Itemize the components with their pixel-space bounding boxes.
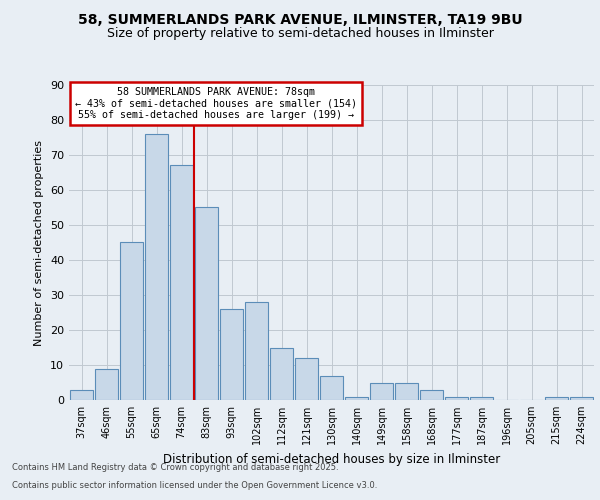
Bar (170, 166, 193, 400)
Bar (195, 208, 218, 400)
Bar (270, 348, 293, 400)
Text: Contains HM Land Registry data © Crown copyright and database right 2025.: Contains HM Land Registry data © Crown c… (12, 464, 338, 472)
Y-axis label: Number of semi-detached properties: Number of semi-detached properties (34, 140, 44, 346)
Bar (120, 242, 143, 400)
Bar (395, 382, 418, 400)
Bar (545, 396, 568, 400)
Bar (445, 396, 468, 400)
Bar (420, 390, 443, 400)
Text: Size of property relative to semi-detached houses in Ilminster: Size of property relative to semi-detach… (107, 28, 493, 40)
Text: Contains public sector information licensed under the Open Government Licence v3: Contains public sector information licen… (12, 481, 377, 490)
Bar (95, 368, 118, 400)
Bar (145, 134, 168, 400)
X-axis label: Distribution of semi-detached houses by size in Ilminster: Distribution of semi-detached houses by … (163, 452, 500, 466)
Bar (295, 358, 318, 400)
Bar (345, 396, 368, 400)
Text: 58, SUMMERLANDS PARK AVENUE, ILMINSTER, TA19 9BU: 58, SUMMERLANDS PARK AVENUE, ILMINSTER, … (77, 12, 523, 26)
Bar (570, 396, 593, 400)
Text: 58 SUMMERLANDS PARK AVENUE: 78sqm
← 43% of semi-detached houses are smaller (154: 58 SUMMERLANDS PARK AVENUE: 78sqm ← 43% … (75, 86, 357, 120)
Bar (470, 396, 493, 400)
Bar (70, 390, 93, 400)
Bar (245, 302, 268, 400)
Bar (220, 309, 243, 400)
Bar (370, 382, 393, 400)
Bar (320, 376, 343, 400)
